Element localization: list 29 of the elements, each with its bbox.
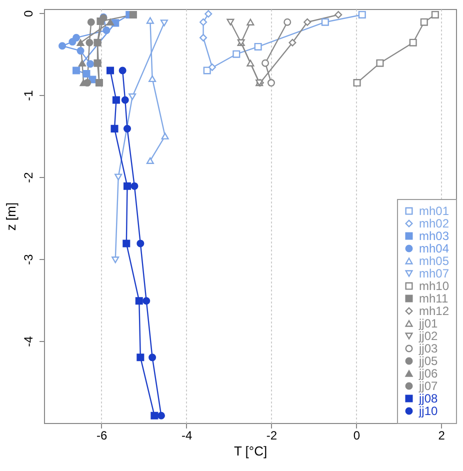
x-tick-label: -6	[96, 428, 108, 442]
legend-label: mh05	[419, 254, 450, 268]
legend-label: jj05	[418, 354, 438, 368]
legend-label: jj02	[418, 329, 438, 343]
legend-label: jj10	[418, 404, 438, 418]
y-tick-label: -1	[22, 90, 36, 101]
legend-label: jj06	[418, 366, 438, 380]
legend-label: mh11	[419, 292, 448, 306]
y-tick-label: -2	[22, 172, 36, 183]
x-tick-label: -4	[181, 428, 192, 442]
y-axis-title: z [m]	[4, 202, 18, 231]
x-axis-title: T [°C]	[234, 444, 268, 458]
legend-label: jj08	[418, 392, 438, 406]
legend-label: jj07	[418, 379, 438, 393]
legend-label: mh02	[419, 216, 450, 230]
y-tick-label: 0	[22, 10, 36, 17]
legend-label: jj03	[418, 342, 438, 356]
legend-label: mh01	[419, 204, 450, 218]
y-tick-label: -4	[22, 336, 36, 347]
x-tick-label: 2	[438, 428, 446, 442]
legend-label: mh04	[419, 242, 450, 256]
legend-label: mh07	[419, 266, 450, 280]
legend-label: mh12	[419, 304, 450, 318]
legend-label: mh03	[419, 229, 450, 243]
x-tick-label: 0	[353, 428, 360, 442]
legend-label: jj01	[418, 316, 438, 330]
y-tick-label: -3	[22, 254, 36, 265]
legend-label: mh10	[419, 279, 450, 293]
x-tick-label: -2	[266, 428, 278, 442]
